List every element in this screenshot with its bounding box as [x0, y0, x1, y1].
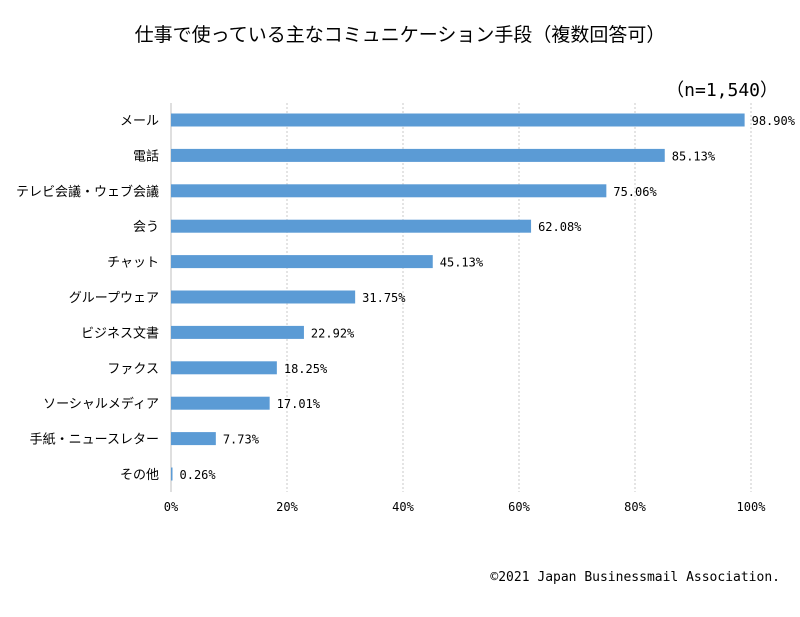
bar-1	[171, 113, 745, 127]
value-label-11: 0.26%	[180, 468, 217, 482]
bar-2	[171, 148, 665, 162]
value-label-7: 22.92%	[311, 326, 355, 340]
category-label-2: 電話	[133, 148, 159, 164]
x-tick-label-0: 0%	[164, 500, 179, 514]
bar-4	[171, 219, 532, 233]
sample-size-label: （n=1,540）	[666, 80, 778, 101]
value-label-8: 18.25%	[284, 362, 328, 376]
chart-title: 仕事で使っている主なコミュニケーション手段（複数回答可）	[134, 24, 666, 46]
x-tick-label-60: 60%	[508, 500, 530, 514]
bar-6	[171, 290, 356, 304]
category-label-4: 会う	[133, 220, 159, 235]
copyright-note: ©2021 Japan Businessmail Association.	[490, 570, 780, 585]
bar-9	[171, 396, 270, 410]
value-label-6: 31.75%	[362, 291, 406, 305]
category-label-8: ファクス	[107, 362, 159, 377]
labels: 0% 20% 40% 60% 80% 100% メール 98.90% 電話 85.13% テレビ会議…	[16, 114, 796, 514]
x-tick-label-20: 20%	[276, 500, 298, 514]
category-label-9: ソーシャルメディア	[43, 396, 159, 412]
grid-lines	[170, 103, 752, 492]
value-label-2: 85.13%	[672, 149, 716, 163]
bar-11	[171, 467, 173, 481]
bars	[171, 113, 745, 481]
x-tick-label-40: 40%	[392, 500, 414, 514]
x-tick-label-100: 100%	[737, 500, 767, 514]
category-label-3: テレビ会議・ウェブ会議	[16, 184, 159, 200]
value-label-5: 45.13%	[440, 256, 484, 270]
category-label-1: メール	[120, 114, 159, 129]
bar-5	[171, 255, 433, 269]
category-label-7: ビジネス文書	[81, 326, 159, 341]
category-label-5: チャット	[107, 256, 159, 271]
category-label-10: 手紙・ニュースレター	[30, 433, 159, 448]
value-label-4: 62.08%	[538, 220, 582, 234]
value-label-1: 98.90%	[752, 114, 796, 128]
bar-3	[171, 184, 607, 198]
category-label-6: グループウェア	[69, 291, 159, 306]
bar-8	[171, 361, 277, 375]
x-tick-label-80: 80%	[624, 500, 646, 514]
bar-10	[171, 432, 216, 446]
value-label-3: 75.06%	[613, 185, 657, 199]
category-label-11: その他	[120, 468, 159, 483]
value-label-9: 17.01%	[277, 397, 321, 411]
value-label-10: 7.73%	[223, 433, 260, 447]
bar-7	[171, 325, 304, 339]
